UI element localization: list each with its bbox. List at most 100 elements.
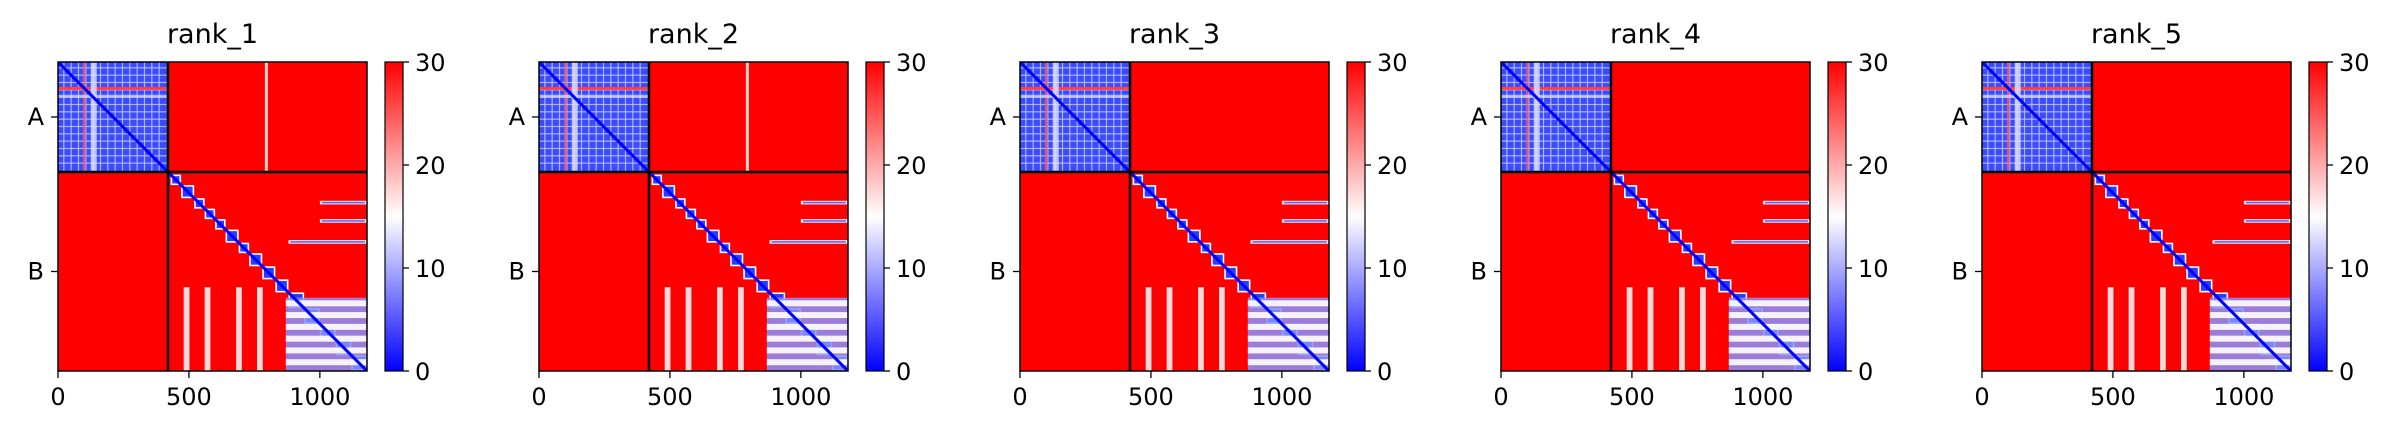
block-B-cterm-streak bbox=[1247, 323, 1329, 330]
block-A-streak bbox=[58, 118, 168, 120]
block-A-light-stripe bbox=[58, 94, 168, 98]
heatmap-cells bbox=[1501, 62, 1810, 371]
block-A-streak bbox=[1501, 103, 1611, 106]
block-B-diagonal bbox=[166, 170, 367, 371]
y-tick-label-chain: B bbox=[990, 257, 1006, 285]
offdiag-stripe bbox=[264, 62, 268, 172]
block-A-light-stripe bbox=[2014, 62, 2021, 172]
block-A-streak bbox=[1069, 62, 1071, 172]
x-tick-label: 1000 bbox=[770, 383, 831, 411]
block-A-streak bbox=[1020, 140, 1130, 142]
block-A-diagonal bbox=[1982, 62, 2094, 174]
block-A-streak bbox=[639, 62, 641, 172]
block-A-streak bbox=[1061, 62, 1064, 172]
block-A-streak bbox=[1501, 140, 1611, 142]
block-A-streak bbox=[136, 62, 138, 172]
block-A-streak bbox=[1982, 147, 2092, 150]
x-tick-label: 500 bbox=[1128, 383, 1174, 411]
block-B-band-core bbox=[1733, 241, 1808, 243]
block-B-cterm-streak bbox=[2209, 347, 2291, 354]
colorbar bbox=[1827, 61, 1847, 372]
block-B-cterm-streak bbox=[2209, 335, 2291, 342]
block-B-cterm-streak bbox=[1247, 335, 1329, 342]
block-B-cterm-streak bbox=[285, 323, 367, 330]
block-A-streak bbox=[58, 111, 168, 113]
block-A-streak bbox=[1120, 62, 1122, 172]
block-B-cterm-streak bbox=[285, 347, 367, 354]
block-B-column bbox=[1647, 287, 1654, 371]
x-tick-label: 0 bbox=[1974, 383, 1989, 411]
block-B-band-core bbox=[321, 201, 365, 204]
block-A-streak bbox=[129, 62, 131, 172]
block-B-column bbox=[717, 287, 723, 371]
block-A-streak bbox=[539, 67, 649, 69]
block-A-streak bbox=[1501, 81, 1611, 84]
block-B-cterm-streak bbox=[1728, 359, 1810, 366]
block-B-band-core bbox=[1283, 220, 1327, 222]
block-A-streak bbox=[1579, 62, 1581, 172]
block-A-streak bbox=[1083, 62, 1086, 172]
block-A-streak bbox=[2053, 62, 2055, 172]
block-A-streak bbox=[610, 62, 612, 172]
block-A-streak bbox=[1501, 118, 1611, 120]
block-A-diagonal bbox=[1501, 62, 1613, 174]
block-A-streak bbox=[1982, 125, 2092, 128]
block-A-red-band bbox=[1525, 62, 1529, 172]
block-B-cterm-streak bbox=[1728, 335, 1810, 342]
block-A-streak bbox=[1506, 62, 1508, 172]
pae-panel-1: rank_1 0 500 1000 A B 0 10 20 30 bbox=[28, 19, 446, 411]
block-A-streak bbox=[70, 62, 72, 172]
y-tick-label-chain: B bbox=[509, 257, 525, 285]
block-A-streak bbox=[1020, 147, 1130, 150]
block-B-band-core bbox=[2214, 241, 2289, 243]
block-B-cterm-streak bbox=[1247, 312, 1329, 319]
colorbar-tick-label: 30 bbox=[1858, 49, 1889, 77]
x-tick-label: 500 bbox=[166, 383, 212, 411]
block-A-red-band bbox=[2006, 62, 2010, 172]
block-A-streak bbox=[595, 62, 597, 172]
block-A-light-stripe bbox=[1982, 94, 2092, 98]
block-B-diagonal bbox=[1128, 170, 1329, 371]
pae-panel-3: rank_3 0 500 1000 A B 0 10 20 30 bbox=[990, 19, 1408, 411]
block-A-streak bbox=[539, 133, 649, 135]
block-A-streak bbox=[1982, 111, 2092, 113]
block-B-cterm-streak bbox=[1728, 347, 1810, 354]
block-A-streak bbox=[1020, 162, 1130, 164]
colorbar-tick-label: 20 bbox=[1377, 152, 1408, 180]
colorbar bbox=[384, 61, 404, 372]
x-tick-label: 0 bbox=[1493, 383, 1508, 411]
block-B-column bbox=[183, 287, 190, 371]
block-A-streak bbox=[539, 147, 649, 150]
block-B-column bbox=[2160, 287, 2166, 371]
block-B-cterm-streak bbox=[1247, 300, 1329, 307]
block-A-streak bbox=[580, 62, 583, 172]
block-B-column bbox=[738, 287, 744, 371]
block-A-streak bbox=[1982, 140, 2092, 142]
y-tick-label-chain: A bbox=[28, 103, 45, 131]
block-A-streak bbox=[1501, 162, 1611, 164]
block-A-streak bbox=[1020, 133, 1130, 135]
block-A-streak bbox=[539, 103, 649, 106]
block-A-streak bbox=[2082, 62, 2084, 172]
colorbar-tick-label: 10 bbox=[1858, 255, 1889, 283]
axes-frame bbox=[1981, 61, 2292, 372]
block-A-streak bbox=[624, 62, 627, 172]
block-A-streak bbox=[1098, 62, 1100, 172]
panel-title: rank_2 bbox=[648, 19, 739, 50]
block-B-cterm-streak bbox=[2209, 312, 2291, 319]
x-tick-label: 1000 bbox=[1251, 383, 1312, 411]
block-A-streak bbox=[158, 62, 160, 172]
block-A-streak bbox=[2067, 62, 2070, 172]
block-A-streak bbox=[544, 62, 546, 172]
block-A-streak bbox=[1982, 118, 2092, 120]
block-A-red-band bbox=[539, 86, 649, 90]
block-A-red-band bbox=[1020, 86, 1130, 90]
colorbar-tick-label: 0 bbox=[2339, 358, 2354, 386]
block-A-streak bbox=[143, 62, 146, 172]
block-A-streak bbox=[99, 62, 102, 172]
block-A-streak bbox=[1564, 62, 1567, 172]
colorbar bbox=[1346, 61, 1366, 372]
block-A-streak bbox=[1020, 155, 1130, 157]
block-B-column bbox=[1679, 287, 1685, 371]
